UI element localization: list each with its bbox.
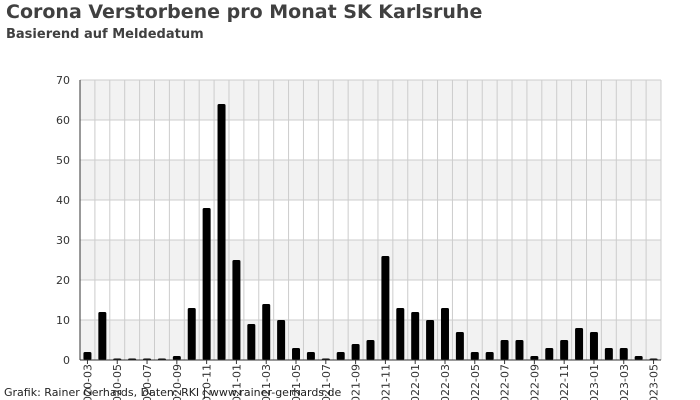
bar	[455, 332, 464, 360]
x-tick-label: 2022-05	[469, 364, 482, 400]
x-tick-label: 2020-09	[171, 364, 184, 400]
bar	[217, 104, 226, 360]
y-tick-label: 60	[56, 114, 70, 127]
y-tick-label: 70	[56, 74, 70, 87]
bar	[589, 332, 598, 360]
x-tick-label: 2020-07	[141, 364, 154, 400]
bar	[187, 308, 196, 360]
bar	[381, 256, 390, 360]
x-tick-label: 2020-03	[81, 364, 94, 400]
background-band	[80, 80, 661, 120]
bar	[411, 312, 420, 360]
x-tick-label: 2022-09	[528, 364, 541, 400]
y-tick-label: 20	[56, 274, 70, 287]
horizontal-gridlines	[80, 79, 661, 361]
vertical-gridlines	[79, 80, 662, 360]
y-tick-label: 30	[56, 234, 70, 247]
background-bands	[80, 80, 661, 360]
bar	[98, 312, 107, 360]
x-tick-label: 2021-01	[230, 364, 243, 400]
bar	[485, 352, 494, 360]
bar	[619, 348, 628, 360]
x-tick-label: 2021-05	[290, 364, 303, 400]
background-band	[80, 240, 661, 280]
bar	[202, 208, 211, 360]
bar	[530, 356, 539, 360]
chart-subtitle: Basierend auf Meldedatum	[6, 27, 204, 42]
y-axis: 0 10 20 30 40 50 60 70	[56, 74, 81, 367]
x-tick-label: 2021-09	[350, 364, 363, 400]
x-axis: 2020-03 2020-05 2020-07 2020-09 2020-11 2021-…	[80, 359, 661, 400]
bar	[83, 352, 92, 360]
background-band	[80, 160, 661, 200]
bar	[515, 340, 524, 360]
bar	[604, 348, 613, 360]
bar	[292, 348, 301, 360]
bar	[247, 324, 256, 360]
bar	[545, 348, 554, 360]
bars	[83, 104, 658, 360]
bar	[575, 328, 584, 360]
bar	[634, 356, 643, 360]
bar	[172, 356, 181, 360]
x-tick-label: 2023-05	[648, 364, 661, 400]
bar	[500, 340, 509, 360]
x-tick-label: 2021-07	[320, 364, 333, 400]
x-tick-label: 2022-03	[439, 364, 452, 400]
bar	[426, 320, 435, 360]
y-tick-label: 10	[56, 314, 70, 327]
x-tick-label: 2022-07	[499, 364, 512, 400]
x-tick-label: 2023-03	[618, 364, 631, 400]
x-tick-label: 2021-03	[260, 364, 273, 400]
bar	[336, 352, 345, 360]
x-tick-label: 2023-01	[588, 364, 601, 400]
x-tick-label: 2020-05	[111, 364, 124, 400]
bar	[366, 340, 375, 360]
bar	[560, 340, 569, 360]
bar	[277, 320, 286, 360]
bar	[396, 308, 405, 360]
bar	[470, 352, 479, 360]
x-tick-label: 2020-11	[201, 364, 214, 400]
bar	[262, 304, 271, 360]
bar	[232, 260, 241, 360]
x-tick-label: 2022-01	[409, 364, 422, 400]
footer-credit: Grafik: Rainer Gerhards, Daten: RKI | ww…	[4, 386, 342, 399]
y-tick-label: 40	[56, 194, 70, 207]
bar	[351, 344, 360, 360]
bar	[306, 352, 315, 360]
y-tick-label: 50	[56, 154, 70, 167]
x-tick-label: 2022-11	[558, 364, 571, 400]
bar	[440, 308, 449, 360]
x-tick-label: 2021-11	[379, 364, 392, 400]
y-tick-label: 0	[63, 354, 70, 367]
chart-title: Corona Verstorbene pro Monat SK Karlsruh…	[6, 1, 483, 23]
